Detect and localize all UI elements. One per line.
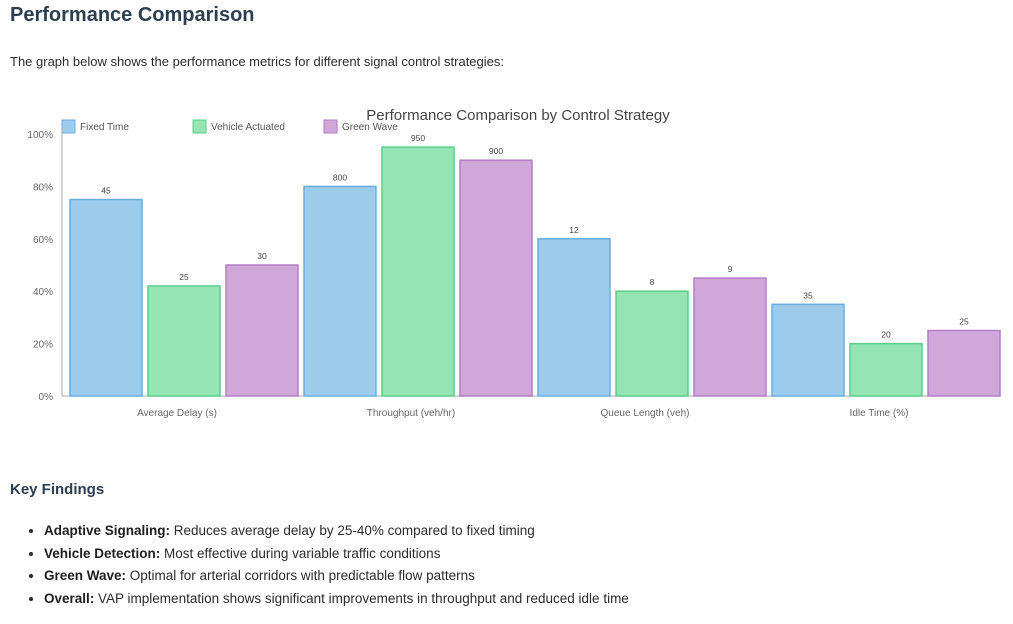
chart-svg: Performance Comparison by Control Strate… xyxy=(27,107,1001,419)
x-tick-label: Idle Time (%) xyxy=(850,408,909,419)
bar xyxy=(459,159,533,397)
finding-item: Green Wave: Optimal for arterial corrido… xyxy=(44,565,629,588)
finding-label: Adaptive Signaling: xyxy=(44,523,171,538)
finding-label: Overall: xyxy=(44,590,95,606)
findings-title: Key Findings xyxy=(10,481,105,498)
legend-swatch xyxy=(61,119,76,134)
finding-text: VAP implementation shows significant imp… xyxy=(94,590,629,606)
finding-text: Most effective during variable traffic c… xyxy=(160,545,441,561)
bar xyxy=(225,264,299,397)
bar-value-label: 35 xyxy=(803,290,813,300)
bar xyxy=(771,303,845,397)
performance-chart: Performance Comparison by Control Strate… xyxy=(0,98,1013,428)
bar xyxy=(849,342,923,397)
x-tick-label: Throughput (veh/hr) xyxy=(367,408,455,419)
bar-value-label: 950 xyxy=(411,133,425,143)
bar-value-label: 45 xyxy=(101,186,111,196)
legend-label: Vehicle Actuated xyxy=(211,122,285,133)
bar-value-label: 30 xyxy=(257,251,267,261)
y-tick-label: 100% xyxy=(27,130,53,141)
legend-label: Fixed Time xyxy=(80,122,129,133)
x-tick-label: Queue Length (veh) xyxy=(601,408,690,419)
bar-value-label: 25 xyxy=(959,317,969,327)
bar-value-label: 800 xyxy=(333,172,347,182)
bar-value-label: 8 xyxy=(650,277,655,287)
bar xyxy=(693,277,767,397)
intro-text: The graph below shows the performance me… xyxy=(10,54,504,69)
y-tick-label: 0% xyxy=(39,392,54,403)
legend-swatch xyxy=(192,119,207,134)
page-title: Performance Comparison xyxy=(10,4,255,26)
bar-value-label: 9 xyxy=(728,264,733,274)
finding-label: Green Wave: xyxy=(44,568,127,583)
bar xyxy=(537,238,611,397)
y-tick-label: 20% xyxy=(33,340,53,351)
bar xyxy=(147,285,221,397)
bar-value-label: 900 xyxy=(489,146,503,156)
y-tick-label: 80% xyxy=(33,182,53,193)
y-tick-label: 40% xyxy=(33,287,53,298)
bar xyxy=(303,185,377,397)
finding-item: Vehicle Detection: Most effective during… xyxy=(44,543,629,566)
finding-text: Optimal for arterial corridors with pred… xyxy=(126,568,475,583)
bar-value-label: 20 xyxy=(881,330,891,340)
bar xyxy=(69,198,143,397)
chart-title: Performance Comparison by Control Strate… xyxy=(366,107,670,124)
legend-label: Green Wave xyxy=(342,122,398,133)
legend-swatch xyxy=(323,119,338,134)
finding-item: Overall: VAP implementation shows signif… xyxy=(44,588,629,611)
bar-value-label: 12 xyxy=(569,225,579,235)
finding-item: Adaptive Signaling: Reduces average dela… xyxy=(44,520,629,543)
findings-list: Adaptive Signaling: Reduces average dela… xyxy=(26,520,629,610)
x-tick-label: Average Delay (s) xyxy=(137,408,217,419)
y-tick-label: 60% xyxy=(33,235,53,246)
finding-label: Vehicle Detection: xyxy=(44,545,161,561)
bar xyxy=(381,146,455,397)
bar-value-label: 25 xyxy=(179,272,189,282)
bar xyxy=(615,290,689,397)
bar xyxy=(927,329,1001,397)
finding-text: Reduces average delay by 25-40% compared… xyxy=(170,523,535,538)
